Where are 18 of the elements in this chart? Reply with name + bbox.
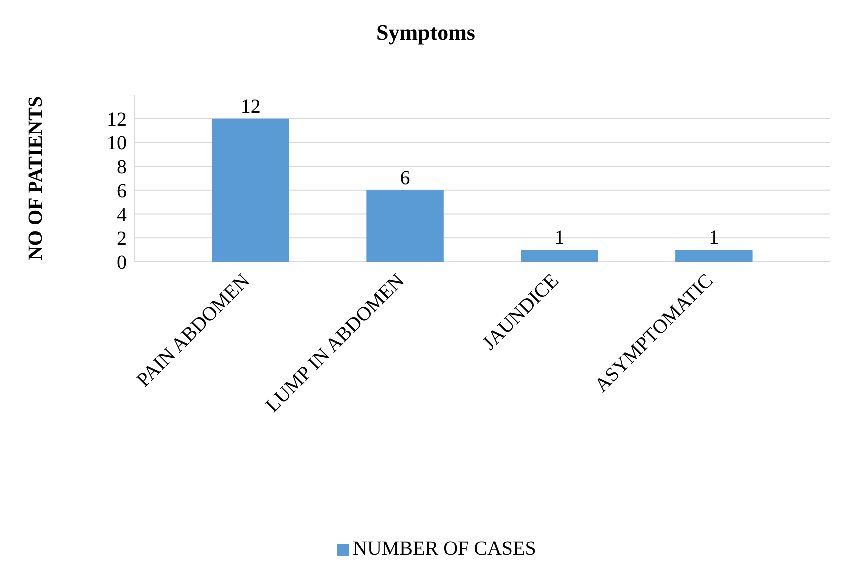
bar — [521, 250, 598, 262]
y-tick-label: 4 — [117, 204, 127, 226]
y-tick-label: 8 — [117, 156, 127, 179]
y-tick-label: 2 — [117, 228, 127, 250]
data-label: 6 — [400, 167, 410, 190]
y-tick-label: 12 — [107, 108, 127, 131]
data-label: 1 — [554, 227, 565, 250]
y-axis-title: NO OF PATIENTS — [25, 96, 47, 261]
legend-label: NUMBER OF CASES — [353, 538, 536, 560]
data-label: 1 — [709, 227, 720, 250]
y-tick-label: 0 — [117, 252, 127, 274]
y-tick-label: 10 — [107, 132, 127, 155]
y-tick-label: 6 — [117, 180, 127, 202]
chart-title: Symptoms — [376, 20, 476, 45]
data-label: 12 — [240, 96, 261, 118]
bar — [366, 190, 444, 262]
bar — [212, 118, 290, 262]
bar — [676, 250, 753, 262]
